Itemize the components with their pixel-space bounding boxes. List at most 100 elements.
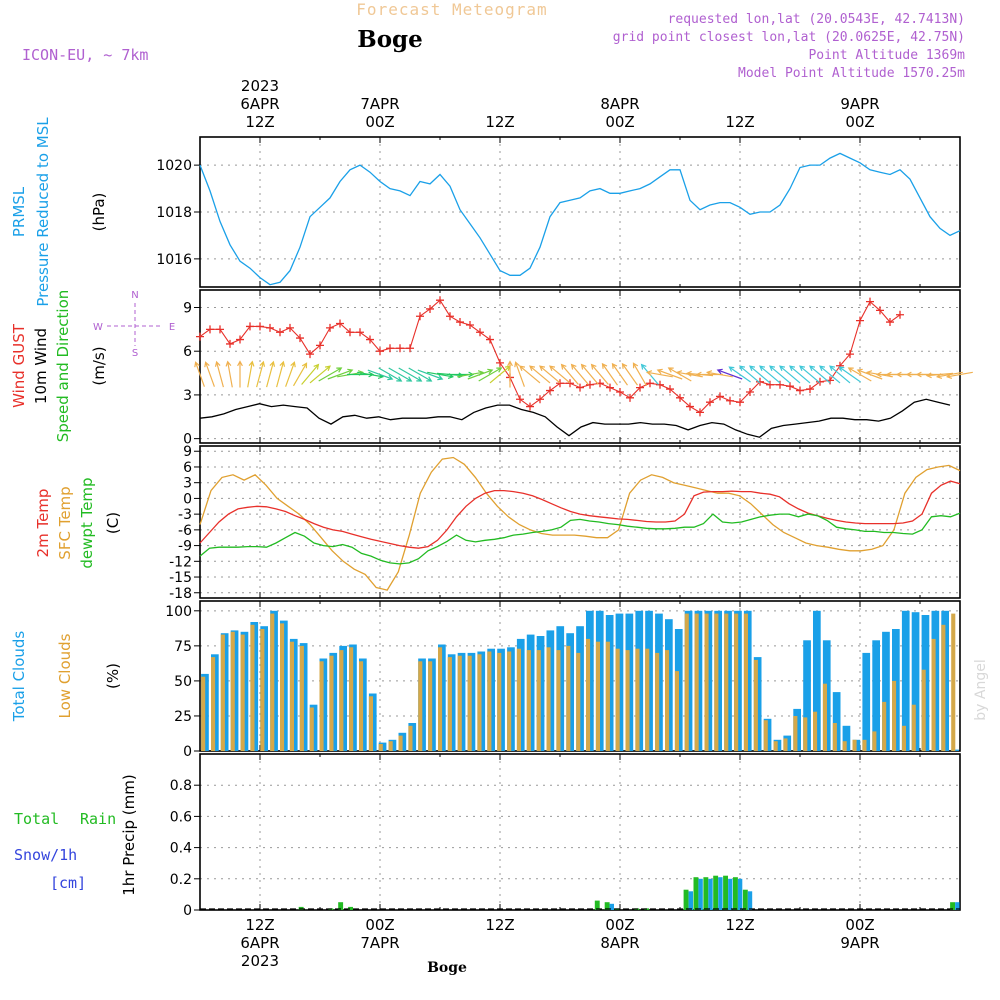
rain-bar	[604, 902, 610, 910]
rain-bar	[594, 900, 600, 910]
low-cloud-bar	[566, 645, 571, 751]
low-cloud-bar	[289, 641, 294, 751]
rain-bar	[703, 877, 709, 910]
gust-marker	[676, 393, 684, 402]
low-cloud-bar	[398, 735, 403, 751]
low-cloud-bar	[516, 648, 521, 751]
wind-direction-arrow	[214, 360, 224, 388]
low-cloud-bar	[526, 650, 531, 751]
side-label: SFC Temp	[56, 486, 74, 559]
gust-marker	[346, 328, 354, 337]
wind-direction-arrow	[570, 363, 589, 385]
time-label-bottom: 00Z	[365, 916, 394, 934]
wind-direction-arrow	[519, 365, 541, 384]
wind-direction-arrow	[225, 360, 233, 388]
precip-cm-label: [cm]	[50, 874, 86, 892]
gust-marker	[406, 344, 414, 353]
gust-marker	[726, 396, 734, 405]
total-cloud-bar	[803, 640, 811, 751]
side-label: Speed and Direction	[54, 290, 72, 443]
time-label-top: 8APR	[600, 95, 639, 113]
time-label-top: 7APR	[360, 95, 399, 113]
gust-marker	[246, 322, 254, 331]
gust-marker	[846, 350, 854, 359]
wind-direction-arrow	[580, 363, 599, 385]
low-cloud-bar	[201, 676, 206, 751]
low-cloud-bar	[211, 657, 216, 751]
low-cloud-bar	[892, 680, 897, 751]
side-label: (%)	[104, 663, 122, 689]
side-label: Total Clouds	[10, 631, 28, 723]
clouds-ytick-label: 0	[183, 744, 192, 760]
low-cloud-bar	[447, 657, 452, 751]
wind-direction-arrow	[560, 363, 579, 385]
snow-bar	[728, 878, 733, 910]
gust-marker	[326, 323, 334, 332]
low-cloud-bar	[576, 652, 581, 751]
temp-2m-line	[199, 480, 961, 549]
compass-east: E	[169, 322, 175, 333]
rain-bar	[733, 877, 738, 910]
low-cloud-bar	[852, 739, 857, 751]
sfc-temp-line	[199, 456, 961, 591]
wind-frame	[199, 289, 961, 444]
total-cloud-bar	[842, 725, 851, 751]
pressure-line	[199, 152, 961, 286]
temp-ytick-label: 0	[183, 491, 192, 507]
wind-direction-arrow	[621, 362, 638, 386]
pressure-frame	[199, 136, 961, 288]
gust-marker	[426, 304, 434, 313]
gust-marker	[566, 379, 574, 388]
low-cloud-bar	[783, 738, 788, 751]
wind-direction-arrow	[675, 370, 703, 378]
wind-direction-arrow	[728, 366, 751, 383]
wind-direction-arrow	[539, 365, 561, 384]
low-cloud-bar	[763, 720, 768, 751]
side-label: 10m Wind	[32, 328, 50, 404]
time-label-bottom: 9APR	[840, 934, 879, 952]
low-cloud-bar	[546, 647, 551, 751]
low-cloud-bar	[911, 704, 916, 751]
gust-marker	[286, 323, 294, 332]
wind-direction-arrow	[601, 362, 618, 386]
gust-marker	[366, 335, 374, 344]
wind-direction-arrow	[301, 363, 320, 385]
gust-marker	[316, 341, 324, 350]
low-cloud-bar	[832, 723, 837, 751]
low-cloud-bar	[359, 661, 364, 751]
low-cloud-bar	[586, 638, 591, 751]
gust-marker	[206, 325, 214, 334]
low-cloud-bar	[497, 652, 502, 751]
gust-marker	[736, 398, 744, 407]
precip-snow-label: Snow/1h	[14, 846, 77, 864]
wind-direction-arrow	[247, 360, 255, 388]
wind-ytick-label: 6	[183, 344, 192, 360]
wind-panel: 0 3 6 9	[183, 289, 973, 448]
gust-marker	[476, 328, 484, 337]
clouds-ytick-label: 100	[165, 604, 192, 620]
time-label-top: 00Z	[365, 113, 394, 131]
wind-ytick-label: 0	[183, 432, 192, 448]
wind-direction-arrow	[809, 365, 831, 384]
point-altitude: Point Altitude 1369m	[808, 48, 965, 63]
wind-direction-arrow	[204, 361, 215, 387]
low-cloud-bar	[862, 739, 867, 751]
time-label-top: 12Z	[725, 113, 754, 131]
wind-direction-arrow	[759, 365, 781, 384]
pressure-ytick-label: 1018	[156, 205, 192, 221]
wind-direction-arrow	[378, 367, 403, 382]
low-cloud-bar	[753, 659, 758, 751]
wind-direction-arrow	[327, 368, 354, 380]
low-cloud-bar	[842, 741, 847, 751]
snow-bar	[737, 878, 743, 910]
total-cloud-bar	[862, 652, 871, 751]
time-label-bottom: 8APR	[600, 934, 639, 952]
gust-marker	[526, 402, 534, 411]
low-cloud-bar	[339, 650, 344, 751]
temp-ytick-label: -3	[178, 507, 192, 523]
gust-line	[199, 299, 901, 414]
gust-marker	[586, 380, 594, 389]
temp-ytick-label: -15	[169, 570, 192, 586]
wind-direction-arrow	[847, 367, 872, 382]
